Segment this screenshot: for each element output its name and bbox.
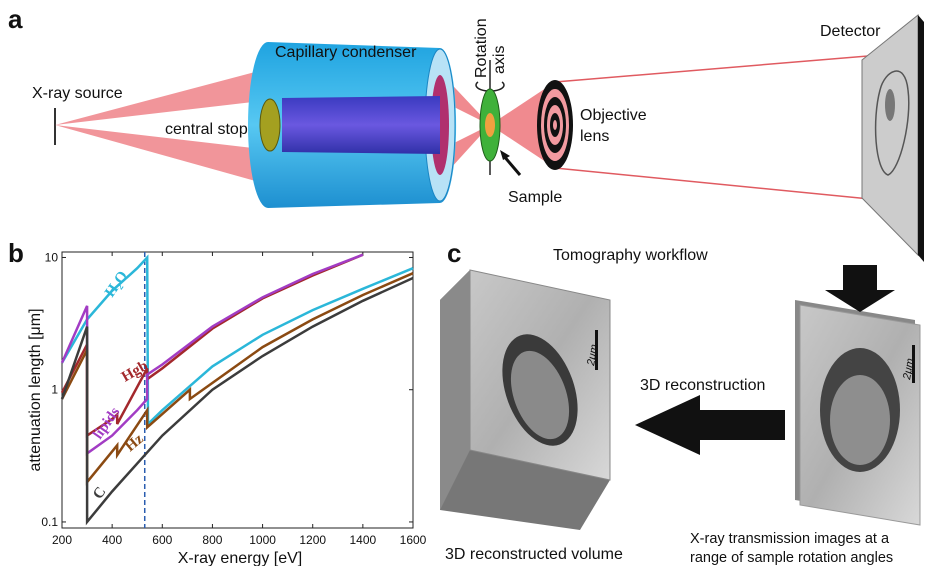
panel-label: a [8,4,23,34]
workflow-title: Tomography workflow [553,247,708,264]
ray [555,168,880,200]
detector [862,15,918,255]
cell-inner [830,375,890,465]
rotation-label: Rotation [473,18,490,78]
ray [555,55,880,82]
central-stop [260,99,280,151]
sample-label: Sample [508,189,562,206]
arrow-left [635,395,785,455]
objective-label: lens [580,128,609,145]
reconstruction-label: 3D reconstruction [640,377,765,394]
sample-arrowhead [500,150,510,160]
projection-label: range of sample rotation angles [690,550,893,566]
arrow-down [825,265,895,312]
condenser-label: Capillary condenser [275,44,417,61]
projection [795,300,920,525]
detector-label: Detector [820,23,881,40]
objective-label: Objective [580,107,647,124]
x-tick-label: 200 [52,533,72,547]
objective-lens [537,80,573,170]
x-axis-label: X-ray energy [eV] [178,550,303,566]
detector-edge [918,15,924,262]
y-tick-label: 0.1 [41,515,58,529]
detector-image [885,89,895,121]
sample-cell [485,113,495,137]
x-tick-label: 1400 [350,533,377,547]
series-line [62,273,413,482]
x-tick-label: 800 [202,533,222,547]
stop-label: central stop [165,121,248,138]
source-label: X-ray source [32,85,123,102]
x-tick-label: 1000 [249,533,276,547]
volume-label: 3D reconstructed volume [445,546,623,563]
volume [440,270,610,530]
projection-label: X-ray transmission images at a [690,531,890,547]
y-tick-label: 10 [45,250,59,264]
y-axis-label: attenuation length [μm] [27,308,44,471]
x-tick-label: 1200 [299,533,326,547]
x-tick-label: 400 [102,533,122,547]
rotation-label: axis [491,46,508,74]
condenser-inner [282,96,440,154]
x-tick-label: 1600 [400,533,427,547]
figure: a X-ray source Capillary condenser centr… [0,0,934,566]
x-tick-label: 600 [152,533,172,547]
y-tick-label: 1 [51,383,58,397]
series-label: Hz [122,431,147,455]
page: a X-ray source Capillary condenser centr… [0,0,934,566]
panel-label: c [447,238,461,268]
panel-label: b [8,238,24,268]
